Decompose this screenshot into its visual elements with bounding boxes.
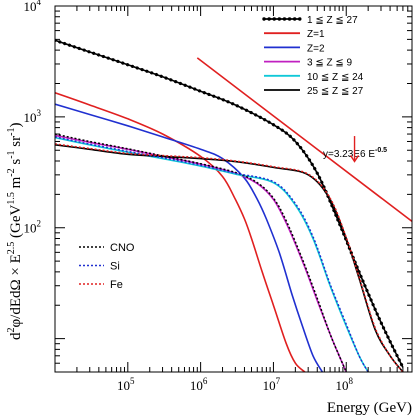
y-label-sup: -1 [6, 128, 17, 136]
axis-layer: 105 106 107 108 102 103 104 [24, 0, 413, 393]
legend-label: 10 ≦ Z ≦ 24 [307, 72, 364, 83]
series-line-25-z-27 [55, 144, 404, 372]
x-axis-label: Energy (GeV) [327, 400, 412, 416]
y-tick-label: 103 [24, 108, 42, 125]
plot-frame [54, 5, 413, 373]
series-line-z-1 [55, 92, 306, 372]
annotation-arrowhead [349, 155, 360, 163]
y-label-sup: 1.5 [6, 192, 17, 205]
legend-label: 1 ≦ Z ≦ 27 [307, 15, 358, 26]
legend-item-z-1: Z=1 [264, 29, 325, 40]
legend-top: 1 ≦ Z ≦ 27 Z=1 Z=2 3 ≦ Z ≦ 9 10 ≦ Z ≦ 24 25 ≦… [262, 15, 364, 97]
y-label-part: sr [8, 136, 24, 151]
legend-item-1-z-27: 1 ≦ Z ≦ 27 [262, 15, 358, 26]
y-tick-label: 102 [24, 219, 42, 236]
series-line-10-z-24 [55, 136, 369, 372]
series-markers-1-z-27 [55, 38, 405, 369]
series-layer [55, 38, 412, 372]
legend-item-10-z-24: 10 ≦ Z ≦ 24 [264, 72, 364, 83]
y-label-part: φ/dEdΩ × E [8, 254, 24, 327]
y-label-part: ) [8, 123, 24, 128]
y-label-part: s [8, 159, 24, 169]
annotation-text: y=3.23E6 E-0.5 [323, 147, 387, 160]
y-label-part: (GeV [8, 204, 24, 241]
legend-label: Si [110, 261, 120, 273]
legend-item-fe: Fe [79, 279, 123, 291]
series-line-fe [55, 143, 404, 372]
legend-item-cno: CNO [79, 242, 135, 254]
legend-label: 25 ≦ Z ≦ 27 [307, 86, 364, 97]
x-tick-label: 108 [335, 376, 353, 393]
y-label-part: d [8, 332, 24, 340]
x-tick-label: 105 [117, 376, 135, 393]
series-line-y-3-23e6-e-0-5 [196, 57, 412, 223]
legend-label: Fe [110, 279, 123, 291]
y-tick-label: 104 [24, 0, 42, 14]
legend-bottom: CNO Si Fe [79, 242, 135, 291]
y-label-sup: 2.5 [6, 242, 17, 255]
x-tick-label: 107 [263, 376, 281, 393]
legend-item-3-z-9: 3 ≦ Z ≦ 9 [264, 58, 353, 69]
y-label-sup: -2 [6, 168, 17, 176]
x-tick-label: 106 [190, 376, 208, 393]
y-label-sup: -1 [6, 150, 17, 158]
series-line-cno [55, 133, 347, 372]
annotation-layer: y=3.23E6 E-0.5 [323, 136, 387, 163]
y-label-sup: 2 [6, 328, 17, 333]
legend-label: Z=2 [307, 43, 325, 54]
legend-item-z-2: Z=2 [264, 43, 325, 54]
legend-label: 3 ≦ Z ≦ 9 [307, 58, 353, 69]
y-axis-label: d2φ/dEdΩ × E2.5 (GeV1.5 m-2 s-1 sr-1) [6, 123, 24, 340]
y-label-part: m [8, 176, 24, 192]
series-line-z-2 [55, 103, 324, 372]
legend-item-si: Si [79, 261, 120, 273]
legend-item-25-z-27: 25 ≦ Z ≦ 27 [264, 86, 364, 97]
legend-label: CNO [110, 242, 135, 254]
legend-label: Z=1 [307, 29, 325, 40]
series-line-si [55, 136, 369, 372]
